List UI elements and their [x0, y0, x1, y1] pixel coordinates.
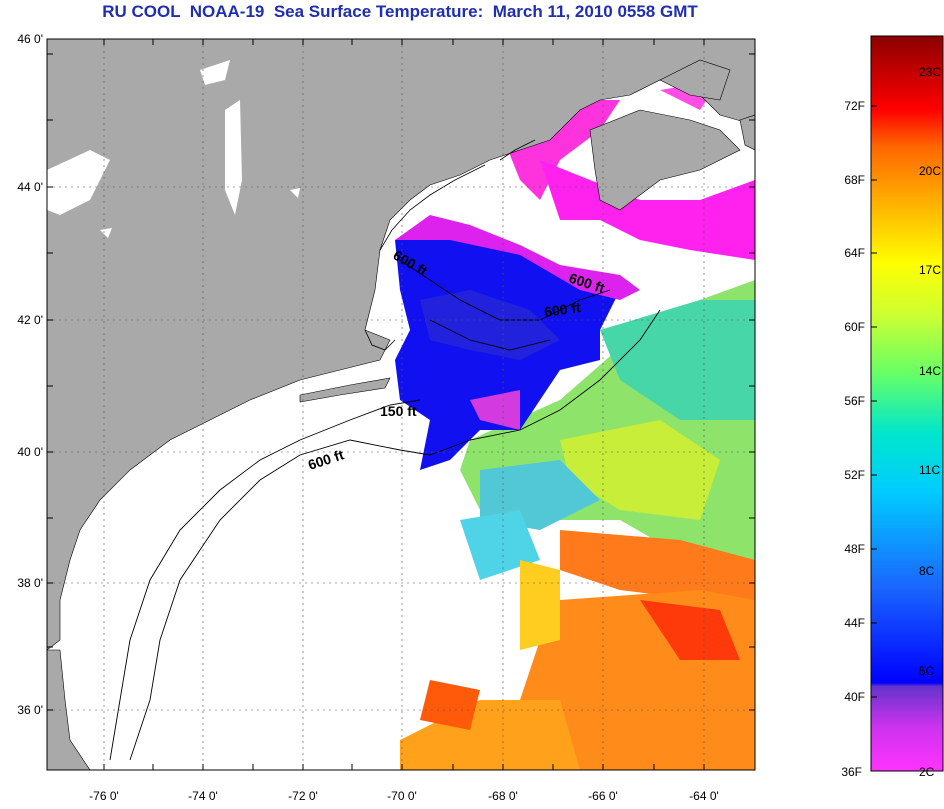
- map-title: RU COOL NOAA-19 Sea Surface Temperature:…: [102, 2, 698, 21]
- map-area: 600 ft 600 ft 600 ft 150 ft 600 ft: [47, 39, 755, 770]
- lon-label: -66 0': [588, 789, 618, 803]
- longitude-labels: -76 0' -74 0' -72 0' -70 0' -68 0' -66 0…: [89, 789, 719, 803]
- latitude-labels: 46 0' 44 0' 42 0' 40 0' 38 0' 36 0': [17, 32, 43, 717]
- lon-label: -70 0': [387, 789, 417, 803]
- depth-contours: [109, 259, 661, 761]
- colorbar-c-label: 23C: [919, 65, 941, 79]
- land: [47, 39, 755, 770]
- lat-label: 42 0': [17, 313, 43, 327]
- colorbar-f-label: 60F: [844, 320, 865, 334]
- colorbar-c-label: 17C: [919, 263, 941, 277]
- lat-label: 44 0': [17, 180, 43, 194]
- lon-label: -72 0': [288, 789, 318, 803]
- colorbar-f-label: 44F: [844, 616, 865, 630]
- colorbar-c-label: 2C: [919, 765, 935, 779]
- coastline: [364, 139, 536, 351]
- colorbar-f-label: 68F: [844, 173, 865, 187]
- colorbar-c-label: 5C: [919, 664, 935, 678]
- colorbar-f-label: 48F: [844, 542, 865, 556]
- colorbar-f-label: 40F: [844, 690, 865, 704]
- lat-label: 46 0': [17, 32, 43, 46]
- colorbar-c-label: 11C: [919, 463, 940, 477]
- colorbar-gradient: [870, 35, 944, 772]
- lon-label: -68 0': [488, 789, 518, 803]
- lon-label: -64 0': [689, 789, 719, 803]
- map-border: [46, 38, 756, 771]
- colorbar: 72F 68F 64F 60F 56F 52F 48F 44F 40F 36F …: [841, 35, 944, 779]
- colorbar-f-label: 72F: [844, 99, 865, 113]
- colorbar-f-label: 52F: [844, 468, 865, 482]
- sst-field: [395, 80, 755, 770]
- colorbar-c-label: 8C: [919, 564, 935, 578]
- lon-label: -74 0': [188, 789, 218, 803]
- colorbar-c-label: 20C: [919, 164, 941, 178]
- lat-label: 36 0': [17, 703, 43, 717]
- lat-label: 38 0': [17, 576, 43, 590]
- depth-label: 150 ft: [380, 403, 417, 419]
- colorbar-f-ticks: [871, 105, 877, 698]
- colorbar-f-label: 36F: [841, 765, 862, 779]
- colorbar-f-label: 64F: [844, 246, 865, 260]
- colorbar-fahrenheit-labels: 72F 68F 64F 60F 56F 52F 48F 44F 40F 36F: [841, 99, 865, 779]
- colorbar-f-label: 56F: [844, 394, 865, 408]
- graticule: [47, 39, 755, 770]
- tick-marks: [47, 39, 755, 770]
- inland-water: [47, 60, 300, 720]
- depth-label: 600 ft: [543, 299, 582, 320]
- lon-label: -76 0': [89, 789, 119, 803]
- colorbar-celsius-labels: 23C 20C 17C 14C 11C 8C 5C 2C: [919, 65, 941, 779]
- lat-label: 40 0': [17, 445, 43, 459]
- colorbar-c-label: 14C: [919, 364, 941, 378]
